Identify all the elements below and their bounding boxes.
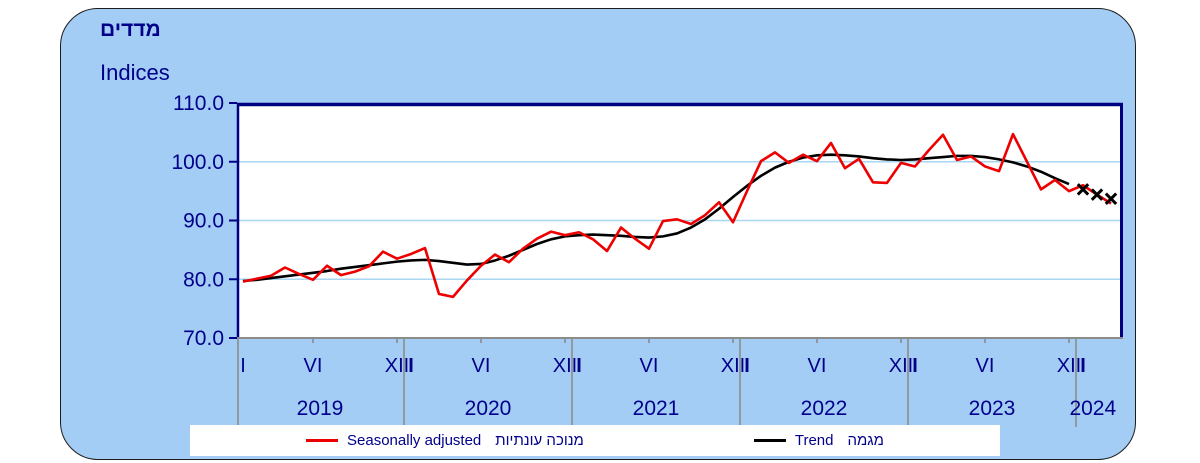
x-month-label: I xyxy=(912,355,918,377)
x-month-label: VI xyxy=(808,355,827,377)
x-month-label: I xyxy=(1080,355,1086,377)
y-tick-label: 80.0 xyxy=(183,268,224,291)
seasonally-adjusted-line xyxy=(242,132,1112,299)
x-month-label: XII xyxy=(385,355,409,377)
x-month-label: XII xyxy=(1057,355,1081,377)
x-month-label: I xyxy=(240,355,246,377)
x-year-label: 2023 xyxy=(969,397,1016,420)
chart-title-english: Indices xyxy=(100,60,170,85)
legend-item-trend: Trend מגמה xyxy=(753,432,884,449)
x-month-label: XII xyxy=(553,355,577,377)
x-year-label: 2019 xyxy=(297,397,344,420)
legend-label-trend: Trend xyxy=(794,432,834,449)
x-month-label: I xyxy=(744,355,750,377)
x-month-label: VI xyxy=(976,355,995,377)
x-month-label: I xyxy=(576,355,582,377)
trend-forecast-x-marker xyxy=(1104,192,1118,206)
x-month-label: XII xyxy=(721,355,745,377)
trend-line-swatch xyxy=(753,439,786,442)
x-year-label: 2020 xyxy=(465,397,512,420)
y-tick-label: 90.0 xyxy=(183,210,224,233)
legend-item-seasonally-adjusted: Seasonally adjusted מנוכה עונתיות xyxy=(306,432,584,449)
x-month-label: VI xyxy=(640,355,659,377)
chart-title-hebrew: מדדים xyxy=(100,18,161,41)
seasonally-adjusted-line-swatch xyxy=(306,439,339,442)
x-year-label: 2024 xyxy=(1069,397,1116,420)
y-tick-label: 110.0 xyxy=(173,92,224,115)
trend-forecast-x-marker xyxy=(1090,188,1104,201)
x-month-label: I xyxy=(408,355,414,377)
x-month-label: VI xyxy=(304,355,323,377)
legend: Seasonally adjusted מנוכה עונתיות Trend … xyxy=(190,425,1000,456)
x-month-label: XII xyxy=(889,355,913,377)
legend-label-trend-hebrew: מגמה xyxy=(847,432,884,449)
y-tick-label: 100.0 xyxy=(171,151,224,174)
legend-label-seasonally-adjusted: Seasonally adjusted xyxy=(347,432,482,449)
trend-forecast-x-marker xyxy=(1076,183,1090,196)
y-tick-label: 70.0 xyxy=(183,327,224,350)
x-month-label: VI xyxy=(472,355,491,377)
legend-label-seasonally-adjusted-hebrew: מנוכה עונתיות xyxy=(495,432,584,449)
x-year-label: 2022 xyxy=(801,397,848,420)
x-year-label: 2021 xyxy=(633,397,680,420)
